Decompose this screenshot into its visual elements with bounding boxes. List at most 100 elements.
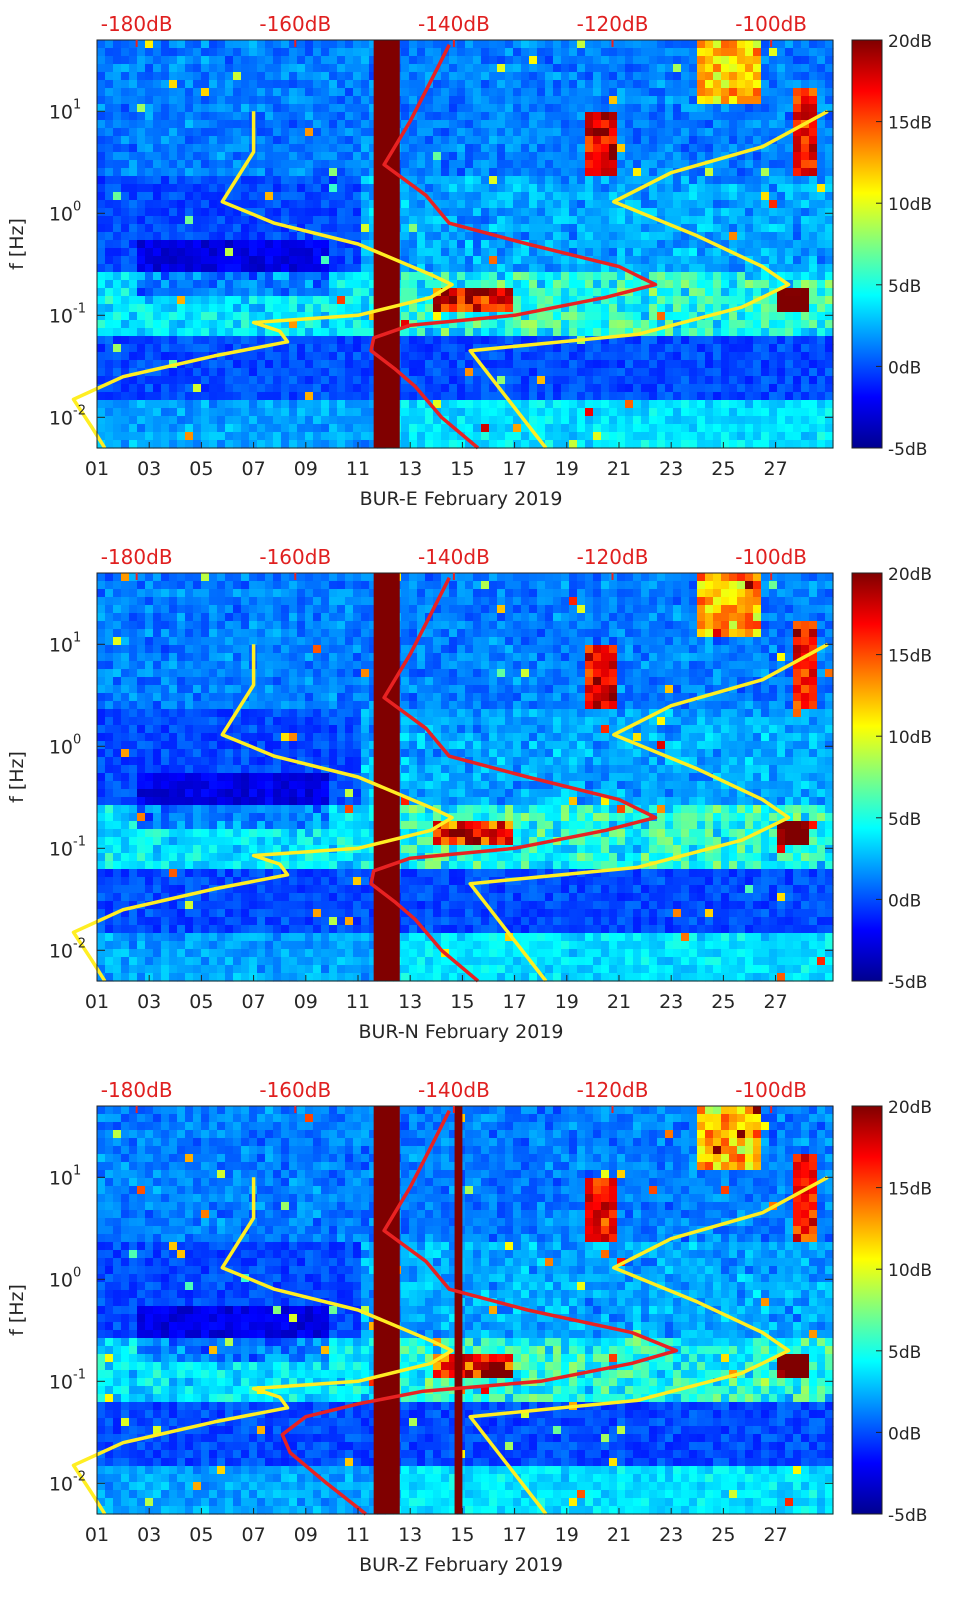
colorbar-label: 5dB [888, 810, 921, 830]
y-tick-label: 10 [49, 838, 73, 860]
colorbar-label: -5dB [888, 973, 927, 993]
x-axis-label: BUR-E February 2019 [360, 488, 563, 510]
y-tick-exponent: 1 [73, 97, 81, 112]
y-tick-exponent: -2 [73, 936, 86, 951]
top-tick-label: -180dB [101, 1078, 173, 1102]
y-tick-label: 10 [49, 203, 73, 225]
curve-red [369, 43, 658, 450]
x-tick-label: 01 [85, 991, 109, 1013]
y-tick-label: 10 [49, 407, 73, 429]
y-tick-label: 10 [49, 305, 73, 327]
top-tick-label: -100dB [735, 12, 807, 36]
curve-yellow [71, 1177, 454, 1515]
x-tick-label: 09 [294, 1524, 318, 1546]
x-axis-label: BUR-N February 2019 [358, 1021, 563, 1043]
y-tick-label: 10 [49, 736, 73, 758]
colorbar [851, 39, 883, 449]
curve-yellow-right [468, 109, 829, 450]
y-tick-label: 10 [49, 101, 73, 123]
x-tick-label: 03 [137, 1524, 161, 1546]
colorbar-label: -5dB [888, 1506, 927, 1526]
x-tick-label: 25 [711, 458, 735, 480]
plot-frame [96, 1105, 834, 1515]
top-tick-label: -140dB [418, 545, 490, 569]
x-tick-label: 03 [137, 458, 161, 480]
y-axis-label: f [Hz] [6, 751, 28, 803]
top-tick-label: -160dB [259, 12, 331, 36]
x-tick-label: 05 [189, 1524, 213, 1546]
x-tick-label: 25 [711, 1524, 735, 1546]
x-tick-label: 21 [607, 458, 631, 480]
x-tick-label: 15 [450, 1524, 474, 1546]
x-tick-label: 23 [659, 1524, 683, 1546]
x-tick-label: 11 [346, 991, 370, 1013]
top-tick-label: -120dB [577, 545, 649, 569]
colorbar [851, 572, 883, 982]
curve-yellow-right [468, 642, 829, 983]
x-tick-label: 05 [189, 991, 213, 1013]
curve-yellow [71, 644, 454, 982]
x-tick-label: 19 [555, 458, 579, 480]
x-tick-label: 25 [711, 991, 735, 1013]
colorbar-label: 10dB [888, 728, 932, 748]
x-tick-label: 21 [607, 1524, 631, 1546]
y-tick-label: 10 [49, 1269, 73, 1291]
data-gap-band [454, 1106, 463, 1514]
colorbar-label: 15dB [888, 647, 932, 667]
colorbar [851, 1105, 883, 1515]
x-tick-label: 19 [555, 991, 579, 1013]
colorbar-label: 15dB [888, 114, 932, 134]
y-tick-exponent: 1 [73, 1163, 81, 1178]
colorbar-label: 10dB [888, 1261, 932, 1281]
y-tick-label: 10 [49, 940, 73, 962]
top-tick-label: -160dB [259, 545, 331, 569]
x-tick-label: 17 [502, 458, 526, 480]
y-tick-exponent: -2 [73, 1469, 86, 1484]
x-tick-label: 09 [294, 458, 318, 480]
y-tick-exponent: -2 [73, 403, 86, 418]
colorbar-label: 0dB [888, 1424, 921, 1444]
y-axis-label: f [Hz] [6, 218, 28, 270]
top-tick-label: -140dB [418, 12, 490, 36]
x-tick-label: 21 [607, 991, 631, 1013]
x-tick-label: 11 [346, 458, 370, 480]
colorbar-label: 20dB [888, 32, 932, 52]
data-gap-band [373, 573, 400, 981]
plot-frame [96, 39, 834, 449]
top-tick-label: -100dB [735, 545, 807, 569]
top-tick-label: -140dB [418, 1078, 490, 1102]
spectrogram-heatmap [97, 573, 834, 982]
colorbar-label: 5dB [888, 1343, 921, 1363]
data-gap-band [373, 1106, 400, 1514]
colorbar-label: 20dB [888, 1098, 932, 1118]
y-tick-label: 10 [49, 634, 73, 656]
x-tick-label: 11 [346, 1524, 370, 1546]
y-tick-exponent: 0 [73, 1265, 81, 1280]
colorbar-label: 5dB [888, 277, 921, 297]
colorbar-label: 20dB [888, 565, 932, 585]
x-tick-label: 15 [450, 991, 474, 1013]
x-tick-label: 13 [398, 1524, 422, 1546]
top-tick-label: -100dB [735, 1078, 807, 1102]
x-tick-label: 09 [294, 991, 318, 1013]
x-tick-label: 05 [189, 458, 213, 480]
colorbar-label: 10dB [888, 195, 932, 215]
x-tick-label: 15 [450, 458, 474, 480]
x-tick-label: 13 [398, 991, 422, 1013]
colorbar-label: 0dB [888, 358, 921, 378]
x-tick-label: 01 [85, 1524, 109, 1546]
top-tick-label: -180dB [101, 545, 173, 569]
x-tick-label: 01 [85, 458, 109, 480]
top-tick-label: -180dB [101, 12, 173, 36]
x-tick-label: 23 [659, 458, 683, 480]
top-tick-label: -120dB [577, 1078, 649, 1102]
curve-yellow [71, 111, 454, 449]
x-tick-label: 07 [242, 458, 266, 480]
curve-red [280, 1109, 679, 1516]
y-tick-exponent: 1 [73, 630, 81, 645]
colorbar-label: -5dB [888, 440, 927, 460]
